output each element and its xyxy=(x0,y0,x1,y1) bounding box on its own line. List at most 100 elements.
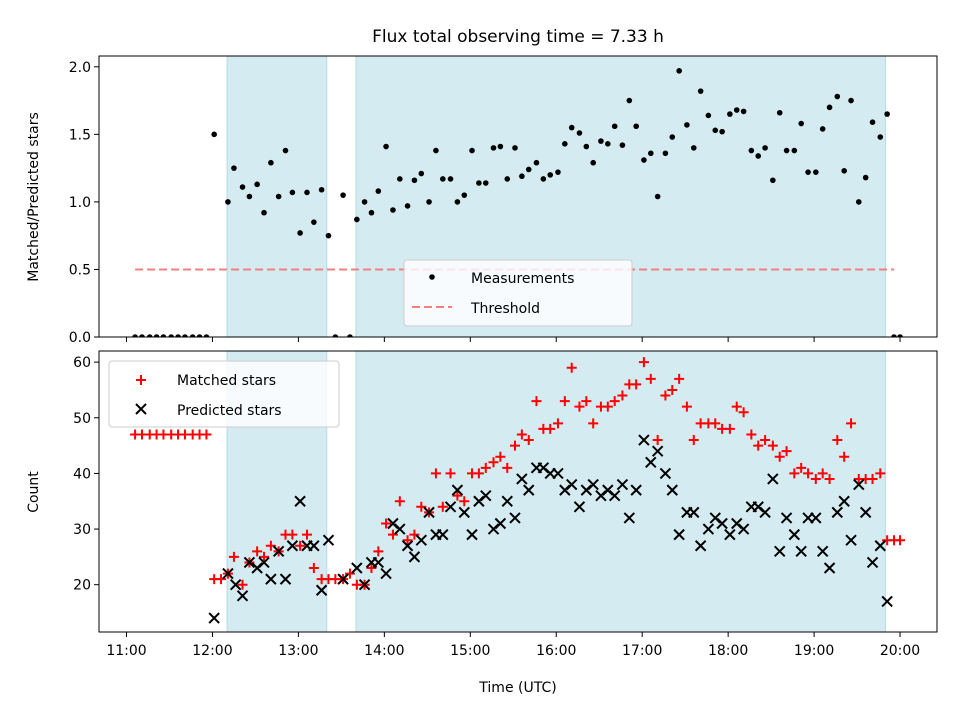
predicted-star-point-41 xyxy=(523,484,535,496)
measurement-point-76 xyxy=(684,122,690,128)
predicted-star-point-78 xyxy=(788,528,801,541)
matched-star-point-66 xyxy=(602,401,613,412)
predicted-star-point-57 xyxy=(638,434,650,446)
measurement-point-3 xyxy=(153,334,160,337)
measurement-point-29 xyxy=(347,334,353,337)
predicted-star-point-24 xyxy=(401,540,414,552)
measurement-point-92 xyxy=(798,120,805,127)
measurement-point-61 xyxy=(576,130,583,136)
measurement-point-11 xyxy=(211,131,217,138)
predicted-star-point-35 xyxy=(480,489,492,502)
predicted-star-point-75 xyxy=(767,473,779,485)
predicted-star-point-88 xyxy=(859,506,872,519)
matched-star-point-60 xyxy=(559,396,570,407)
measurement-point-37 xyxy=(404,203,411,209)
matched-star-point-98 xyxy=(832,435,843,446)
predicted-star-point-40 xyxy=(516,473,528,485)
matched-star-point-78 xyxy=(688,435,699,446)
predicted-star-point-60 xyxy=(659,467,672,480)
top-legend-box xyxy=(403,259,633,327)
measurement-point-34 xyxy=(383,143,389,150)
measurement-point-16 xyxy=(254,181,260,188)
measurement-point-15 xyxy=(246,193,253,200)
matched-star-point-94 xyxy=(803,468,814,479)
measurement-point-42 xyxy=(439,176,446,182)
matched-star-point-33 xyxy=(366,563,377,574)
matched-star-point-67 xyxy=(609,396,620,407)
panel-0-y-tick-label-3: 1.5 xyxy=(69,127,91,143)
predicted-star-point-4 xyxy=(243,556,256,569)
predicted-star-point-11 xyxy=(294,495,306,507)
panel-0-y-tick-label-0: 0.0 xyxy=(69,330,91,346)
matched-star-point-56 xyxy=(531,396,542,407)
matched-star-point-36 xyxy=(387,529,398,540)
measurement-point-12 xyxy=(225,199,231,205)
matched-star-point-63 xyxy=(581,396,592,407)
matched-star-point-38 xyxy=(402,535,413,546)
measurement-point-84 xyxy=(740,108,747,115)
predicted-star-point-15 xyxy=(322,534,335,546)
matched-star-point-18 xyxy=(259,551,270,562)
predicted-star-point-30 xyxy=(444,501,457,513)
predicted-star-point-65 xyxy=(694,540,707,552)
measurement-point-28 xyxy=(340,192,346,198)
predicted-star-point-18 xyxy=(358,578,371,591)
measurement-point-53 xyxy=(519,173,525,180)
matched-star-point-45 xyxy=(452,490,463,501)
predicted-star-point-84 xyxy=(831,506,844,519)
matched-star-point-75 xyxy=(667,384,678,395)
measurement-point-77 xyxy=(690,145,697,151)
predicted-star-point-85 xyxy=(838,495,850,507)
matched-star-point-97 xyxy=(824,473,835,484)
measurement-point-58 xyxy=(555,169,561,175)
panel-0-y-tick-label-1: 0.5 xyxy=(69,262,91,278)
predicted-star-point-54 xyxy=(616,478,629,491)
matched-star-point-39 xyxy=(409,529,420,540)
predicted-star-point-8 xyxy=(272,545,285,558)
measurement-point-60 xyxy=(568,124,575,131)
predicted-star-point-81 xyxy=(810,512,822,524)
measurement-point-68 xyxy=(626,97,633,104)
predicted-star-point-59 xyxy=(651,445,664,457)
matched-star-point-46 xyxy=(459,496,470,507)
matched-star-point-43 xyxy=(437,501,448,512)
measurement-point-71 xyxy=(647,150,654,157)
measurement-point-41 xyxy=(433,147,439,154)
measurement-point-18 xyxy=(268,159,274,166)
measurement-point-7 xyxy=(182,334,188,337)
measurement-point-27 xyxy=(332,334,339,337)
predicted-star-point-27 xyxy=(423,506,435,519)
measurement-point-19 xyxy=(275,193,282,200)
legend-predicted-marker xyxy=(135,403,147,415)
measurement-point-47 xyxy=(476,180,482,186)
panel-1-observing-span-1 xyxy=(355,351,886,632)
predicted-star-point-10 xyxy=(286,540,299,552)
x-tick-label-1: 12:00 xyxy=(192,643,232,659)
predicted-star-point-17 xyxy=(351,562,363,574)
matched-star-point-30 xyxy=(344,568,355,579)
panel-1-y-tick-label-3: 50 xyxy=(73,411,91,427)
matched-star-point-50 xyxy=(488,457,499,468)
measurement-point-97 xyxy=(834,93,841,100)
measurement-point-8 xyxy=(189,334,196,337)
predicted-star-point-26 xyxy=(415,534,428,546)
measurement-point-2 xyxy=(146,334,153,337)
matched-star-point-89 xyxy=(767,440,778,451)
predicted-star-point-6 xyxy=(258,556,270,569)
measurement-point-85 xyxy=(748,147,755,154)
measurement-point-31 xyxy=(361,199,368,205)
matched-star-point-53 xyxy=(509,440,520,451)
measurement-point-101 xyxy=(862,174,869,181)
measurement-point-65 xyxy=(605,141,611,147)
matched-star-point-49 xyxy=(480,462,491,473)
measurement-point-43 xyxy=(447,176,454,182)
measurement-point-83 xyxy=(733,107,740,113)
measurement-point-14 xyxy=(239,184,246,190)
legend-measurements-marker xyxy=(429,274,435,280)
legend-matched-marker xyxy=(136,375,146,385)
matched-star-point-48 xyxy=(473,468,484,479)
legend-predicted-label: Predicted stars xyxy=(177,403,282,419)
measurement-point-78 xyxy=(697,88,704,94)
measurement-point-32 xyxy=(368,209,375,216)
measurement-point-48 xyxy=(482,180,489,186)
